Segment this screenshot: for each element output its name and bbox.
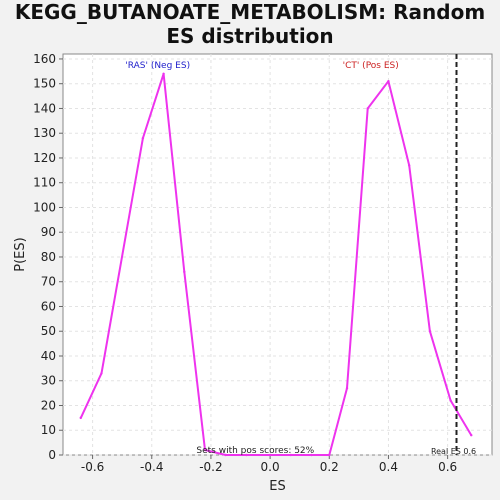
data-point — [203, 448, 207, 452]
data-point — [79, 416, 82, 420]
data-point — [345, 386, 349, 390]
series-layer — [79, 72, 473, 457]
x-tick-label: -0.2 — [199, 460, 222, 474]
y-tick-label: 40 — [41, 349, 56, 363]
y-tick-label: 130 — [33, 126, 56, 140]
y-tick-label: 0 — [48, 448, 56, 462]
data-point — [328, 453, 331, 457]
x-axis-label: ES — [269, 479, 285, 494]
y-tick-label: 10 — [41, 423, 56, 437]
y-axis-label: P(ES) — [13, 237, 28, 271]
data-point — [387, 80, 390, 83]
grid — [63, 54, 492, 456]
chart-title-line-1: KEGG_BUTANOATE_METABOLISM: Random — [14, 0, 486, 24]
y-tick-label: 140 — [33, 101, 56, 115]
x-tick-label: -0.4 — [140, 460, 163, 474]
x-tick-label: 0.4 — [379, 460, 398, 474]
x-tick-label: 0.0 — [261, 460, 280, 474]
y-tick-label: 20 — [41, 398, 56, 412]
data-point — [141, 136, 145, 140]
data-point — [310, 453, 313, 457]
y-tick-label: 160 — [33, 52, 56, 66]
x-tick-label: 0.2 — [320, 460, 339, 474]
data-point — [224, 453, 227, 457]
plot-area — [62, 53, 493, 456]
data-point — [289, 453, 293, 457]
real-es-annotation: Real ES 0.6 — [431, 447, 476, 456]
x-tick-label: 0.6 — [438, 460, 457, 474]
data-point — [268, 453, 272, 457]
data-point — [428, 330, 432, 333]
data-point — [100, 372, 103, 375]
y-tick-label: 30 — [41, 374, 56, 388]
data-point — [162, 72, 165, 76]
y-tick-label: 100 — [33, 200, 56, 214]
y-tick-label: 50 — [41, 324, 56, 338]
y-tick-label: 60 — [41, 299, 56, 313]
y-tick-label: 90 — [41, 225, 56, 239]
chart-title-line-2: ES distribution — [166, 24, 334, 48]
data-point — [366, 107, 369, 110]
data-point — [245, 453, 248, 457]
x-axis-ticks: -0.6 -0.4 -0.2 0.0 0.2 0.4 0.6 — [81, 455, 457, 474]
y-tick-label: 150 — [33, 77, 56, 91]
neg-es-label: 'RAS' (Neg ES) — [125, 61, 190, 71]
pos-es-label: 'CT' (Pos ES) — [343, 61, 399, 71]
chart-title: KEGG_BUTANOATE_METABOLISM: Random ES dis… — [0, 0, 500, 48]
x-tick-label: -0.6 — [81, 460, 104, 474]
data-point — [470, 433, 473, 437]
pos-scores-annotation: Sets with pos scores: 52% — [196, 446, 314, 456]
y-tick-label: 110 — [33, 176, 56, 190]
y-axis-ticks: 0 10 20 30 40 50 60 70 80 90 100 110 120 130 140 150 160 — [33, 52, 63, 462]
data-point — [183, 270, 186, 274]
data-point — [449, 399, 452, 402]
y-tick-label: 120 — [33, 151, 56, 165]
data-point — [407, 164, 411, 167]
y-tick-label: 80 — [41, 250, 56, 264]
y-tick-label: 70 — [41, 275, 56, 289]
